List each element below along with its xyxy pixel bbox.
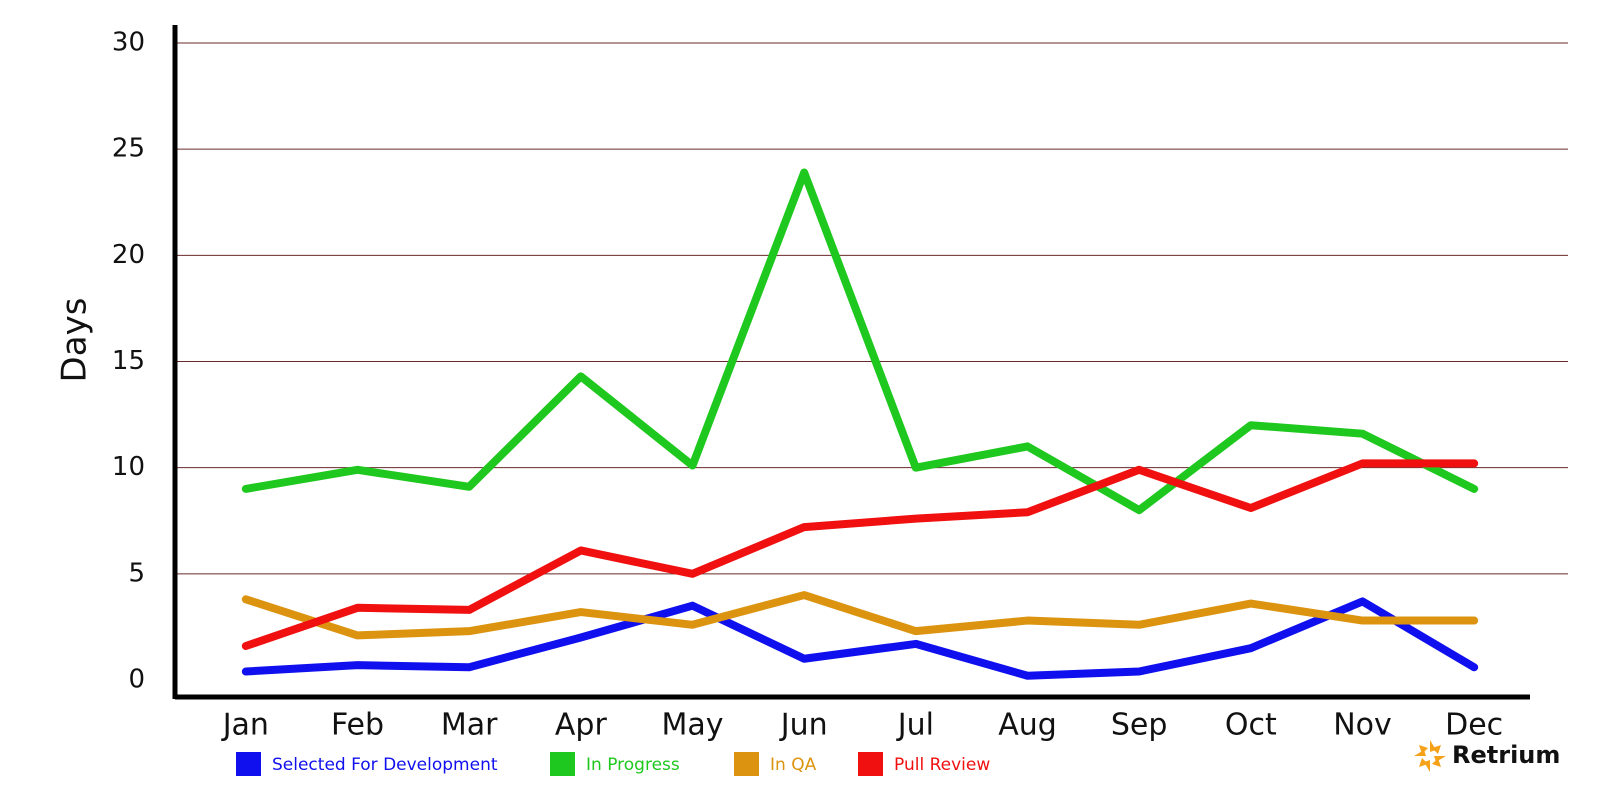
y-tick-label: 0 (128, 665, 145, 695)
legend-label: In Progress (586, 755, 680, 775)
x-tick-label: Aug (998, 708, 1057, 743)
x-tick-label: Jan (221, 708, 269, 743)
legend-swatch (550, 752, 575, 776)
y-tick-label: 15 (112, 346, 145, 376)
y-tick-label: 25 (112, 134, 145, 164)
x-tick-label: Jul (896, 708, 934, 743)
x-tick-label: Oct (1225, 708, 1277, 743)
logo-text: Retrium (1452, 741, 1560, 769)
logo-icon (1414, 740, 1446, 772)
legend-label: In QA (770, 755, 817, 775)
series-line (241, 591, 1479, 640)
y-tick-label: 30 (112, 28, 145, 58)
legend-label: Selected For Development (272, 755, 498, 775)
y-tick-label: 20 (112, 240, 145, 270)
x-tick-label: Dec (1445, 708, 1503, 743)
x-tick-label: Apr (555, 708, 608, 743)
y-tick-label: 10 (112, 452, 145, 482)
x-tick-label: May (661, 708, 723, 743)
y-axis-label: Days (55, 298, 95, 383)
x-tick-label: Nov (1333, 708, 1392, 743)
x-tick-label: Sep (1111, 708, 1168, 743)
x-tick-label: Jun (779, 708, 828, 743)
series-line (241, 597, 1479, 680)
series-line (241, 459, 1479, 651)
legend-swatch (734, 752, 759, 776)
x-tick-label: Feb (331, 708, 384, 743)
y-tick-label: 5 (128, 558, 145, 588)
legend-swatch (858, 752, 883, 776)
legend-swatch (236, 752, 261, 776)
x-tick-label: Mar (441, 708, 498, 743)
legend-label: Pull Review (894, 755, 990, 775)
series-line (241, 168, 1479, 515)
